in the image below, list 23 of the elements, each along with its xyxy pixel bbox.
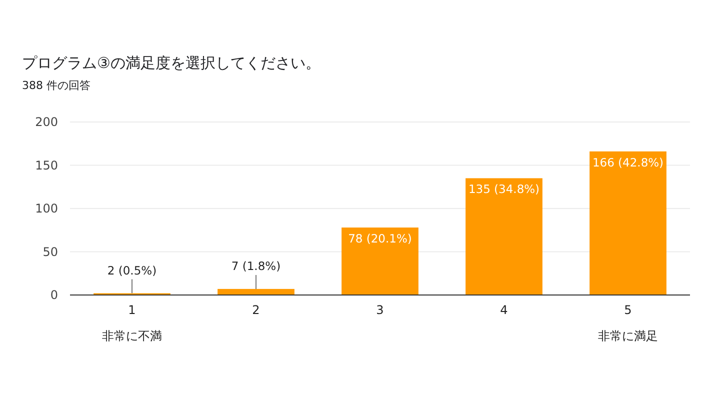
x-tick-label: 4 bbox=[500, 303, 508, 317]
bar bbox=[342, 228, 418, 295]
y-tick-label: 150 bbox=[35, 158, 58, 172]
x-tick-label: 5 bbox=[624, 303, 632, 317]
bar bbox=[590, 151, 666, 295]
bar bbox=[218, 288, 294, 295]
y-tick-label: 50 bbox=[42, 244, 58, 259]
chart-subtitle: 388 件の回答 bbox=[22, 79, 90, 92]
y-tick-label: 200 bbox=[35, 115, 58, 129]
x-tick-label: 1 bbox=[128, 303, 136, 317]
x-tick-label: 2 bbox=[252, 303, 260, 317]
data-label: 78 (20.1%) bbox=[348, 232, 412, 246]
y-tick-label: 100 bbox=[35, 202, 58, 216]
chart-title: プログラム③の満足度を選択してください。 bbox=[22, 54, 320, 72]
data-label: 135 (34.8%) bbox=[468, 182, 540, 196]
text: 非常に不満 bbox=[102, 329, 162, 343]
bar bbox=[466, 178, 542, 295]
data-label: 2 (0.5%) bbox=[107, 263, 157, 278]
data-label: 166 (42.8%) bbox=[592, 155, 664, 170]
text: 非常に満足 bbox=[598, 329, 658, 343]
y-tick-label: 0 bbox=[50, 288, 58, 302]
x-tick-label: 3 bbox=[376, 303, 384, 317]
data-label: 7 (1.8%) bbox=[231, 258, 281, 273]
